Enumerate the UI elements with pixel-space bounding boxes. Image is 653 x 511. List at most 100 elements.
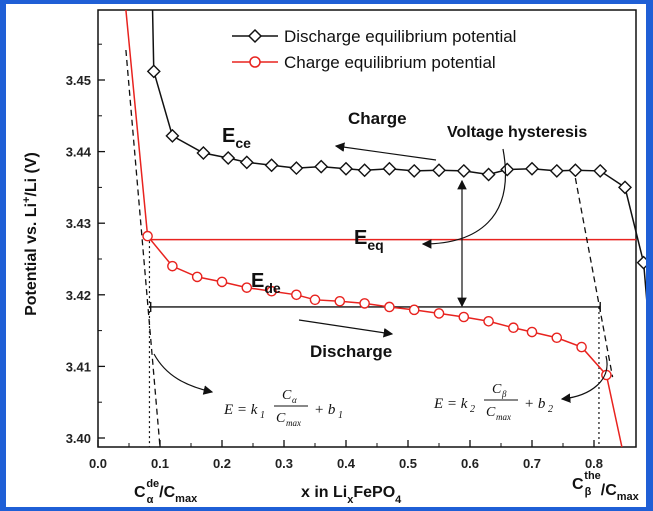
svg-text:2: 2: [470, 404, 475, 415]
discharge-point: [264, 158, 279, 173]
discharge-label: Discharge: [310, 342, 392, 361]
discharge-point: [382, 161, 397, 176]
y-tick-label: 3.43: [66, 216, 91, 231]
charge-point: [309, 294, 321, 306]
svg-text:C: C: [492, 382, 502, 397]
formula-right-arrow: [560, 355, 608, 403]
discharge-arrow: [298, 319, 394, 338]
legend: Discharge equilibrium potential Charge e…: [232, 27, 516, 72]
charge-point: [359, 298, 370, 309]
chart-svg: 0.0 0.1 0.2 0.3 0.4 0.5 0.6 0.7 0.8 3.40 3.41 3.42 3…: [21, 9, 646, 506]
e-eq-label: Eeq: [354, 227, 384, 253]
x-tick-label: 0.3: [275, 456, 293, 471]
formula-right: E = k 2 C β C max + b 2: [433, 382, 553, 422]
charge-point: [241, 282, 253, 293]
x-tick-label: 0.4: [337, 456, 356, 471]
chart-frame: 0.0 0.1 0.2 0.3 0.4 0.5 0.6 0.7 0.8 3.40 3.41 3.42 3…: [6, 4, 646, 507]
discharge-point: [456, 163, 471, 178]
discharge-point: [636, 255, 646, 270]
charge-point: [384, 301, 395, 313]
charge-point: [408, 304, 420, 316]
discharge-point: [196, 146, 211, 161]
discharge-point: [432, 163, 446, 178]
series: [125, 9, 646, 448]
y-tick-label: 3.40: [66, 431, 91, 446]
plot-area: [97, 9, 637, 448]
y-axis-label: Potential vs. Li+/Li (V): [21, 152, 40, 316]
charge-point: [216, 276, 228, 288]
discharge-point: [146, 64, 161, 79]
x-axis-label: x in LixFePO4: [301, 484, 402, 506]
charge-point: [551, 332, 563, 344]
discharge-point: [407, 163, 422, 178]
c-beta-label: Cβthe/Cmax: [572, 470, 640, 503]
x-tick-label: 0.2: [213, 456, 231, 471]
charge-point: [334, 295, 346, 307]
svg-text:α: α: [292, 395, 297, 405]
x-tick-label: 0.6: [461, 456, 479, 471]
series-line-0: [151, 9, 646, 301]
charge-point: [191, 271, 203, 283]
y-tick-label: 3.41: [66, 359, 91, 374]
charge-label: Charge: [348, 109, 407, 128]
hysteresis-arrow: [421, 148, 507, 249]
charge-point: [291, 289, 302, 301]
charge-point: [167, 260, 178, 272]
charge-arrow: [334, 142, 437, 161]
discharge-point: [500, 162, 515, 177]
discharge-point: [568, 163, 583, 178]
charge-point: [433, 308, 445, 319]
discharge-point: [239, 155, 254, 170]
x-tick-label: 0.0: [89, 456, 107, 471]
x-tick-label: 0.8: [585, 456, 603, 471]
e-de-label: Ede: [251, 270, 281, 296]
discharge-point: [357, 163, 372, 178]
discharge-point: [618, 180, 632, 195]
svg-text:+ b: + b: [524, 396, 546, 412]
x-tick-label: 0.1: [151, 456, 169, 471]
c-alpha-label: Cαde/Cmax: [134, 478, 198, 506]
charge-point: [483, 315, 494, 327]
y-tick-label: 3.44: [66, 145, 92, 160]
discharge-point: [525, 161, 539, 176]
discharge-point: [339, 161, 353, 176]
series-line-1: [125, 9, 623, 448]
e-ce-label: Ece: [222, 125, 251, 151]
formula-left: E = k 1 C α C max + b 1: [223, 388, 343, 428]
charge-point: [458, 311, 470, 323]
svg-text:C: C: [486, 405, 496, 420]
legend-label-charge: Charge equilibrium potential: [284, 53, 496, 72]
legend-marker-charge: [249, 56, 261, 68]
discharge-point: [593, 163, 608, 178]
y-tick-label: 3.45: [66, 73, 91, 88]
svg-text:β: β: [501, 389, 507, 399]
charge-point: [508, 322, 519, 334]
svg-text:1: 1: [260, 410, 265, 421]
x-tick-label: 0.7: [523, 456, 541, 471]
discharge-point: [289, 161, 304, 176]
svg-text:C: C: [276, 411, 286, 426]
discharge-point: [221, 151, 236, 166]
discharge-point: [314, 159, 329, 174]
x-tick-label: 0.5: [399, 456, 417, 471]
charge-point: [266, 285, 277, 297]
discharge-point: [549, 163, 564, 178]
charge-point: [526, 326, 538, 338]
fit-lines: [125, 49, 614, 448]
fit-line-right: [574, 177, 614, 378]
svg-text:+ b: + b: [314, 402, 336, 418]
svg-text:max: max: [286, 418, 301, 428]
reference-lines: [147, 238, 636, 312]
axis-ticks: 0.0 0.1 0.2 0.3 0.4 0.5 0.6 0.7 0.8 3.40 3.41 3.42 3…: [66, 43, 603, 471]
discharge-point: [481, 167, 496, 182]
fit-line-left: [125, 49, 161, 448]
svg-text:2: 2: [548, 404, 553, 415]
svg-text:1: 1: [338, 410, 343, 421]
formula-left-arrow: [153, 353, 214, 395]
svg-text:E = k: E = k: [223, 402, 258, 418]
voltage-hysteresis-label: Voltage hysteresis: [447, 124, 587, 141]
discharge-point: [165, 128, 180, 143]
svg-text:E = k: E = k: [433, 396, 468, 412]
y-tick-label: 3.42: [66, 288, 91, 303]
legend-marker-discharge: [247, 28, 263, 44]
